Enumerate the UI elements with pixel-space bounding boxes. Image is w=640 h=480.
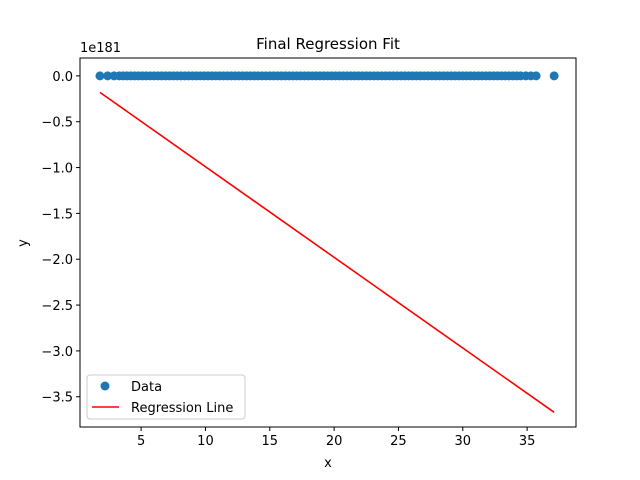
legend-box	[86, 374, 246, 420]
data-point	[531, 71, 541, 81]
x-tick-label: 25	[390, 434, 407, 449]
regression-line	[99, 91, 555, 413]
y-offset-label: 1e181	[80, 41, 121, 56]
y-tick-label: −2.5	[41, 299, 73, 314]
legend-marker-data	[100, 381, 110, 391]
legend-label: Regression Line	[131, 401, 233, 416]
x-tick-label: 30	[455, 434, 472, 449]
x-tick-label: 15	[262, 434, 279, 449]
x-tick-label: 5	[137, 434, 145, 449]
y-tick-label: −3.0	[41, 345, 73, 360]
data-point	[103, 71, 113, 81]
y-tick-label: −3.5	[41, 391, 73, 406]
legend-label: Data	[131, 380, 162, 395]
y-tick-label: −1.0	[41, 162, 73, 177]
legend: Data Regression Line	[86, 374, 246, 420]
y-tick-label: −2.0	[41, 253, 73, 268]
y-axis-label: y	[16, 239, 31, 247]
x-tick-label: 20	[326, 434, 343, 449]
axes-frame	[79, 57, 577, 428]
y-tick-label: −0.5	[41, 116, 73, 131]
y-tick-label: −1.5	[41, 207, 73, 222]
x-tick-label: 10	[197, 434, 214, 449]
axes: 5 10 15 20 25 30 35 0.0 −0.5 −1.0 −1.5 −2.0 −2.5 −3.0…	[41, 57, 577, 449]
data-point	[549, 71, 559, 81]
plot-area	[95, 71, 559, 413]
x-axis-label: x	[324, 456, 332, 471]
data-point	[95, 71, 105, 81]
x-tick-label: 35	[519, 434, 536, 449]
chart-title: Final Regression Fit	[256, 35, 400, 53]
y-tick-label: 0.0	[52, 70, 73, 85]
